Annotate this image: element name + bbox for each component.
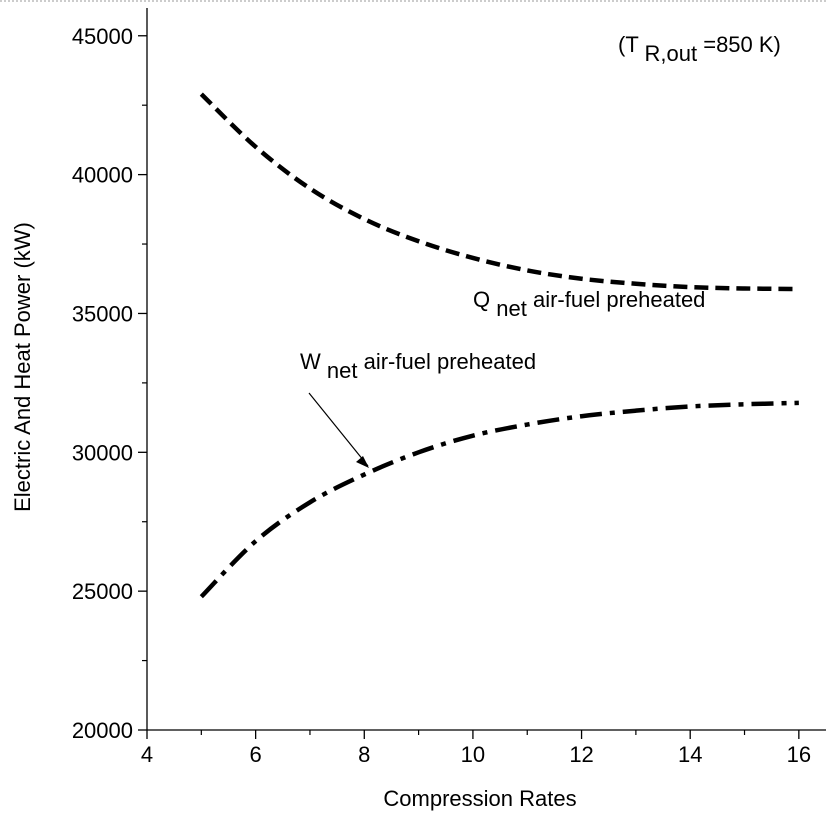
q-net-label: Q net air-fuel preheated: [473, 287, 705, 321]
w-net-label: W net air-fuel preheated: [300, 349, 536, 383]
w-net-main: W: [300, 349, 321, 374]
condition-suffix: =850 K): [703, 32, 781, 57]
q-net-rest: air-fuel preheated: [533, 287, 705, 312]
y-tick-label: 20000: [72, 718, 133, 743]
y-tick-label: 40000: [72, 163, 133, 188]
condition-subscript: R,out: [645, 41, 698, 66]
x-axis-title: Compression Rates: [383, 786, 576, 811]
axes: 4 6 8 10 12 14 16 20000 25000 30000 35000 40000 4500…: [72, 8, 826, 767]
x-tick-label: 6: [250, 742, 262, 767]
w-net-subscript: net: [327, 358, 358, 383]
q-net-series-line: [199, 92, 799, 292]
y-axis-title: Electric And Heat Power (kW): [10, 222, 35, 512]
x-tick-label: 10: [461, 742, 485, 767]
y-tick-label: 45000: [72, 24, 133, 49]
x-tick-label: 14: [678, 742, 702, 767]
q-net-subscript: net: [496, 296, 527, 321]
series-layer: [199, 92, 799, 599]
y-tick-label: 25000: [72, 579, 133, 604]
w-net-pointer-arrow: [308, 392, 369, 467]
y-tick-label: 30000: [72, 440, 133, 465]
w-net-pointer-arrowhead: [356, 456, 369, 468]
y-tick-label: 35000: [72, 301, 133, 326]
x-tick-label: 16: [787, 742, 811, 767]
condition-prefix: (T: [618, 32, 638, 57]
x-tick-label: 8: [358, 742, 370, 767]
w-net-rest: air-fuel preheated: [364, 349, 536, 374]
condition-annotation: (T R,out =850 K): [618, 32, 781, 66]
q-net-main: Q: [473, 287, 490, 312]
x-tick-label: 4: [141, 742, 153, 767]
x-tick-label: 12: [569, 742, 593, 767]
